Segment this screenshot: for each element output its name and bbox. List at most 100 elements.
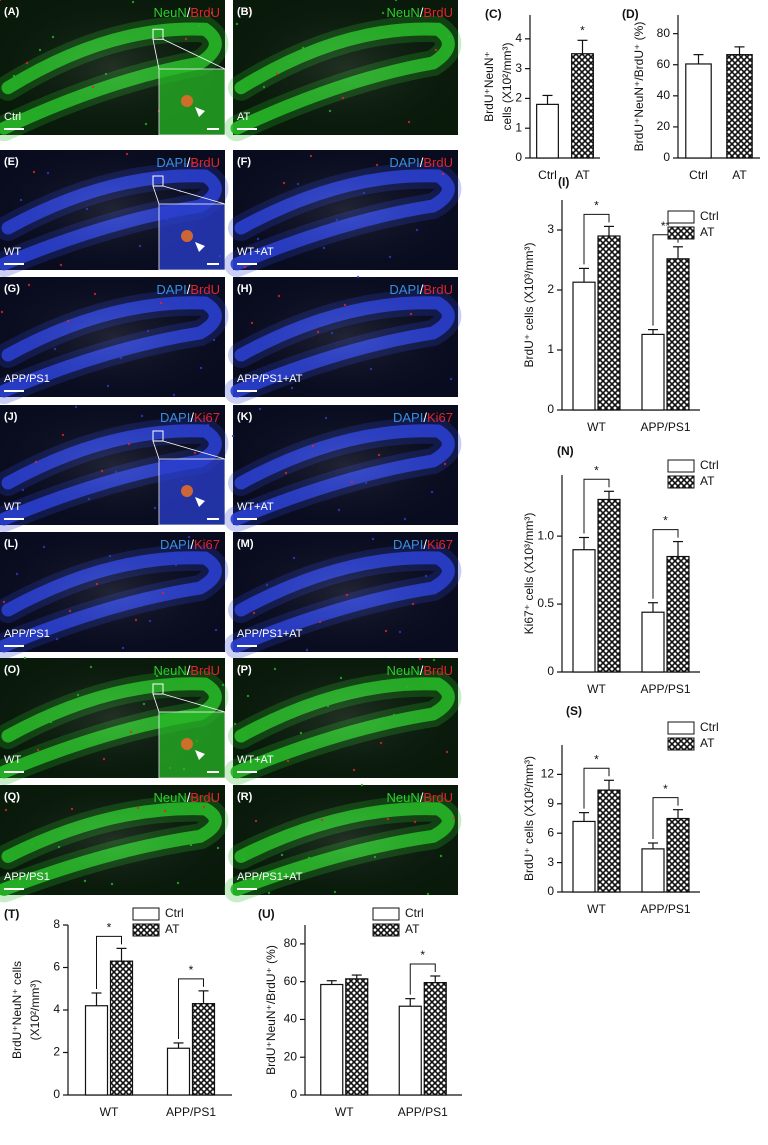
y-axis-label: BrdU⁺NeuN⁺ cells <box>10 961 24 1059</box>
speckle <box>49 720 53 724</box>
legend-label: Ctrl <box>405 906 424 920</box>
stain-label: NeuN/BrdU <box>154 790 221 805</box>
speckle <box>61 433 65 437</box>
y-tick-label: 8 <box>53 917 60 931</box>
arrowhead <box>195 242 205 252</box>
panel-letter: (T) <box>4 907 19 921</box>
y-tick-label: 40 <box>657 88 671 102</box>
y-axis-label: BrdU⁺NeuN⁺ <box>482 51 496 122</box>
y-axis-label: BrdU⁺NeuN⁺/BrdU⁺ (%) <box>632 22 646 152</box>
image-panel: (R) APP/PS1+AT NeuN/BrdU <box>224 783 462 903</box>
stain-part: / <box>423 410 427 425</box>
speckle <box>68 609 72 613</box>
legend-swatch <box>132 923 160 937</box>
stain-part: NeuN <box>387 5 420 20</box>
speckle <box>441 172 445 176</box>
speckle <box>112 180 116 184</box>
speckle <box>233 722 237 726</box>
legend-label: Ctrl <box>700 209 719 223</box>
speckle <box>32 170 36 174</box>
speckle <box>265 583 269 587</box>
inset-connector <box>162 693 226 713</box>
group-label: APP/PS1 <box>4 871 50 883</box>
speckle <box>51 35 55 39</box>
group-label: APP/PS1 <box>4 628 50 640</box>
speckle <box>269 209 273 213</box>
stain-part: DAPI <box>393 410 423 425</box>
speckle <box>286 759 290 763</box>
speckle <box>0 0 2 2</box>
bar <box>572 820 596 893</box>
speckle <box>277 294 281 298</box>
speckle <box>388 255 392 259</box>
stain-part: BrdU <box>190 5 220 20</box>
speckle <box>231 434 235 438</box>
significance: * <box>663 514 668 528</box>
legend-swatch <box>667 721 695 735</box>
image-panel: (G) APP/PS1 DAPI/BrdU <box>0 277 229 404</box>
speckle <box>191 161 195 165</box>
panel-letter: (E) <box>4 156 19 168</box>
y-tick-label: 3 <box>547 855 554 869</box>
image-panel: (E) WT DAPI/BrdU <box>0 150 229 277</box>
image-panel: (O) WT NeuN/BrdU <box>0 656 229 785</box>
panel-glow <box>233 0 458 135</box>
speckle <box>119 356 123 360</box>
image-panel: (B) AT NeuN/BrdU <box>224 0 462 142</box>
legend-swatch <box>667 459 695 473</box>
group-label: APP/PS1 <box>4 373 50 385</box>
speckle <box>381 11 385 15</box>
speckle <box>138 244 142 248</box>
legend-label: AT <box>165 922 180 936</box>
stain-part: DAPI <box>393 537 423 552</box>
x-tick-label: WT <box>587 682 606 696</box>
speckle <box>106 384 110 388</box>
panel-glow <box>233 277 458 397</box>
bar <box>572 549 596 673</box>
speckle <box>159 301 163 305</box>
stain-part: BrdU <box>423 663 453 678</box>
legend-swatch <box>667 475 695 489</box>
speckle <box>140 414 144 418</box>
speckle <box>197 24 201 28</box>
y-axis-label: BrdU⁺ cells (X10³/mm³) <box>522 242 536 367</box>
bar <box>597 498 621 673</box>
image-panel: (H) APP/PS1+AT DAPI/BrdU <box>224 275 462 404</box>
speckle <box>163 809 167 813</box>
inset-source <box>152 28 164 40</box>
stain-part: BrdU <box>190 663 220 678</box>
speckle <box>193 451 197 455</box>
labeled-cell <box>181 95 193 107</box>
speckle <box>296 182 300 186</box>
speckle <box>303 358 307 362</box>
x-tick-label: AT <box>732 168 747 182</box>
speckle <box>422 284 426 288</box>
significance: * <box>594 463 599 477</box>
panel-glow <box>0 785 225 895</box>
speckle <box>70 807 74 811</box>
speckle <box>282 181 286 185</box>
stain-part: BrdU <box>423 790 453 805</box>
speckle <box>243 265 247 269</box>
speckle <box>25 61 29 65</box>
bar <box>572 281 596 411</box>
speckle <box>449 377 453 381</box>
bar <box>345 978 369 1096</box>
speckle <box>221 683 225 687</box>
speckle <box>273 667 277 671</box>
stain-label: DAPI/BrdU <box>389 282 453 297</box>
group-label: WT <box>4 246 21 258</box>
inset-connector <box>152 440 160 460</box>
speckle <box>434 48 438 52</box>
speckle <box>352 768 356 772</box>
speckle <box>125 152 129 156</box>
image-panel: (F) WT+AT DAPI/BrdU <box>224 150 462 277</box>
stain-part: / <box>190 410 194 425</box>
panel-letter: (U) <box>258 907 275 921</box>
speckle <box>102 757 106 761</box>
speckle <box>187 535 191 539</box>
stain-label: NeuN/BrdU <box>387 790 454 805</box>
speckle <box>202 805 206 809</box>
speckle <box>74 405 78 409</box>
y-axis-label: Ki67⁺ cells (X10³/mm³) <box>522 513 536 635</box>
